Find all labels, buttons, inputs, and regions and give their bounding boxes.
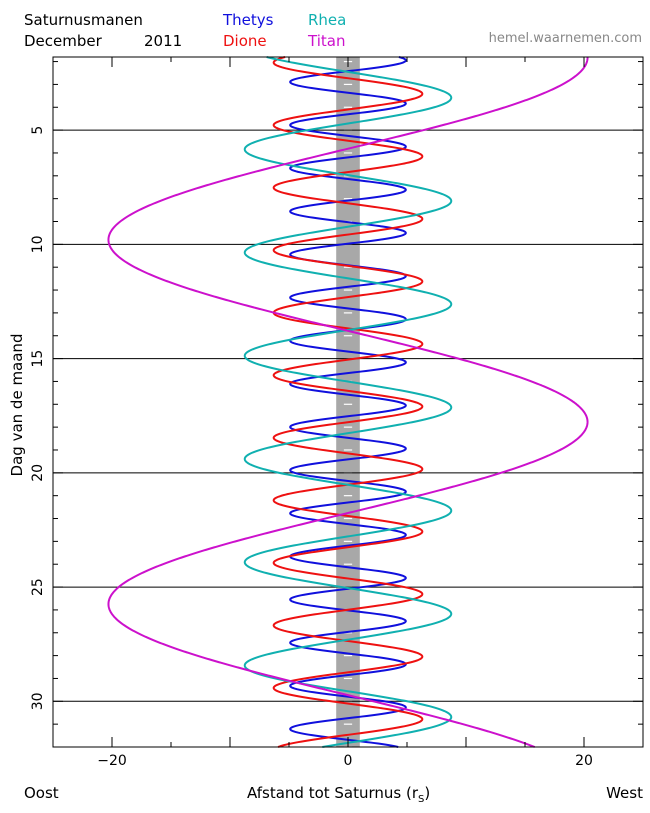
- west-label: West: [606, 784, 643, 802]
- legend-titan: Titan: [307, 32, 345, 50]
- y-axis-label: Dag van de maand: [8, 334, 26, 477]
- y-tick-label-5: 5: [30, 126, 46, 135]
- legend-thetys: Thetys: [222, 11, 274, 29]
- plot-frame: [52, 56, 644, 748]
- y-tick-label-20: 20: [30, 464, 46, 482]
- saturn-disk-band: [336, 57, 360, 747]
- legend-dione: Dione: [223, 32, 267, 50]
- series-thetys: [289, 56, 407, 748]
- saturn-band: [336, 57, 360, 748]
- y-tick-labels: 5 10 15 20 25 30: [30, 126, 46, 711]
- y-tick-label-25: 25: [30, 578, 46, 596]
- y-tick-label-30: 30: [30, 692, 46, 710]
- x-tick-label--20: −20: [97, 753, 127, 769]
- chart-year: 2011: [144, 32, 182, 50]
- legend-rhea: Rhea: [308, 11, 346, 29]
- moon-orbits: [107, 56, 589, 748]
- x-tick-label-20: 20: [575, 753, 593, 769]
- x-tick-label-0: 0: [344, 753, 353, 769]
- east-label: Oost: [24, 784, 59, 802]
- chart-month: December: [24, 32, 103, 50]
- y-tick-label-15: 15: [30, 350, 46, 368]
- site-credit: hemel.waarnemen.com: [489, 31, 642, 46]
- chart-title: Saturnusmanen: [24, 11, 143, 29]
- series-rhea: [243, 56, 453, 748]
- series-titan: [107, 56, 589, 748]
- x-axis-label: Afstand tot Saturnus (rS): [247, 784, 430, 805]
- series-dione: [272, 56, 424, 748]
- y-tick-label-10: 10: [30, 235, 46, 253]
- x-tick-labels: −20 0 20: [97, 753, 593, 769]
